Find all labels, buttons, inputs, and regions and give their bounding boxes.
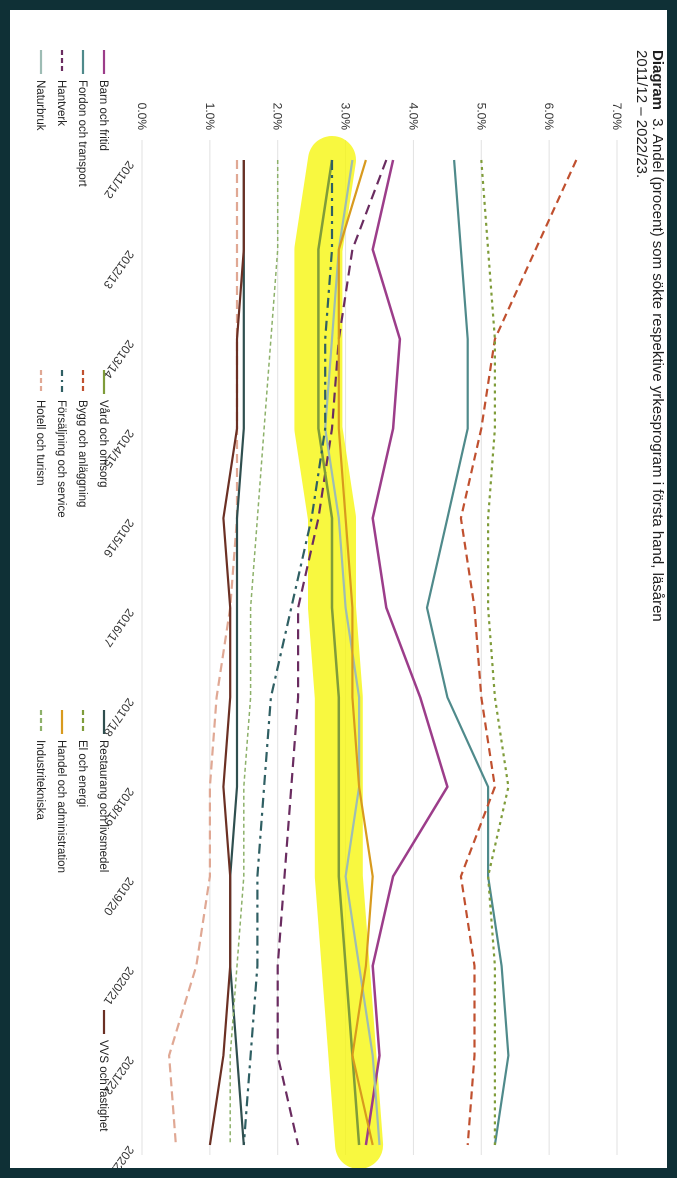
legend-label: Vård och omsorg <box>97 400 109 488</box>
legend-label: Barn och fritid <box>97 80 109 151</box>
y-tick-label: 3.0% <box>339 103 353 131</box>
legend-label: Hotell och turism <box>34 400 46 486</box>
y-tick-label: 7.0% <box>610 103 624 131</box>
legend-label: Hantverk <box>55 80 67 126</box>
chart-title: Diagram 3. Andel (procent) som sökte res… <box>649 50 666 622</box>
legend-label: Försäljning och service <box>55 400 67 518</box>
legend-label: Fordon och transport <box>76 80 88 188</box>
x-tick-label: 2022/23 <box>100 1143 137 1168</box>
chart-title-line2: 2011/12 – 2022/23. <box>633 50 650 178</box>
series-line-6 <box>459 159 578 1146</box>
y-tick-label: 5.0% <box>474 103 488 131</box>
legend-label: El och energi <box>76 740 88 807</box>
legend: Barn och fritid Fordon och transport Hantv… <box>34 50 109 1132</box>
y-tick-label: 6.0% <box>542 103 556 131</box>
series-line-3 <box>276 159 388 1146</box>
series-line-7 <box>242 160 334 1146</box>
legend-label: Bygg och anläggning <box>76 400 88 507</box>
x-tick-label: 2020/21 <box>100 964 137 1008</box>
x-tick-label: 2019/20 <box>100 875 137 919</box>
screenshot-frame: Diagram 3. Andel (procent) som sökte res… <box>10 10 667 1168</box>
series-line-5 <box>317 159 361 1146</box>
legend-label: Handel och administration <box>55 740 67 873</box>
y-tick-label: 4.0% <box>406 103 420 131</box>
legend-label: Naturbruk <box>34 80 46 131</box>
x-tick-label: 2016/17 <box>100 606 137 650</box>
legend-label: Industritekniska <box>34 740 46 821</box>
series-line-1 <box>364 159 449 1146</box>
series-line-11 <box>337 159 374 1146</box>
legend-label: Restaurang och livsmedel <box>97 740 109 872</box>
x-tick-label: 2013/14 <box>100 337 137 381</box>
y-tick-label: 1.0% <box>203 103 217 131</box>
chart-title-bold: Diagram <box>649 50 666 110</box>
plot-area: 0.0% 1.0% 2.0% 3.0% 4.0% 5.0% 6.0% 7.0% 2011/12 2… <box>100 103 624 1168</box>
y-tick-label: 2.0% <box>271 103 285 131</box>
chart: Diagram 3. Andel (procent) som sökte res… <box>34 50 666 1168</box>
legend-label: VVS och fastighet <box>97 1040 109 1132</box>
series-line-13 <box>208 160 245 1146</box>
x-tick-label: 2012/13 <box>100 248 137 292</box>
x-tick-label: 2017/18 <box>100 696 137 740</box>
series-line-9 <box>229 160 245 1146</box>
x-tick-label: 2015/16 <box>100 516 137 560</box>
series-line-12 <box>229 160 279 1145</box>
x-tick-label: 2011/12 <box>101 158 137 201</box>
y-tick-label: 0.0% <box>135 103 149 131</box>
chart-title-rest: 3. Andel (procent) som sökte respektive … <box>649 118 666 622</box>
series-line-2 <box>425 159 510 1146</box>
series-line-8 <box>168 160 239 1146</box>
